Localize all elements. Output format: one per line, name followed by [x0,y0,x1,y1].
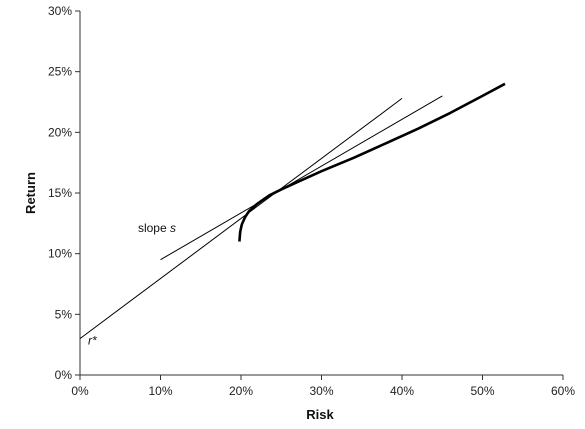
y-tick-label: 20% [48,125,72,139]
y-axis-title: Return [23,172,38,214]
x-axis-title: Risk [306,407,334,422]
x-tick-label: 50% [470,384,494,398]
tangent-line-2 [160,95,443,261]
y-tick-label: 25% [48,65,72,79]
x-tick-label: 30% [309,384,333,398]
x-tick-label: 10% [148,384,172,398]
annotations-layer: slope s r* [88,221,176,348]
y-tick-label: 0% [55,368,73,382]
y-tick-label: 5% [55,307,73,321]
series-layer [79,82,506,340]
y-tick-label: 10% [48,247,72,261]
axes: 0% 10% 20% 30% 40% 50% 60% 0% 5% 10% 15% 20% 25% 30% [48,4,575,398]
x-tick-label: 40% [390,384,414,398]
y-tick-label: 30% [48,4,72,18]
slope-annotation: slope s [138,221,176,235]
x-tick-label: 0% [71,384,89,398]
r-star-annotation: r* [88,334,97,348]
efficient-frontier-curve [238,82,506,242]
tangent-line-1 [79,97,403,340]
x-tick-label: 60% [551,384,575,398]
y-tick-label: 15% [48,186,72,200]
x-tick-label: 20% [229,384,253,398]
